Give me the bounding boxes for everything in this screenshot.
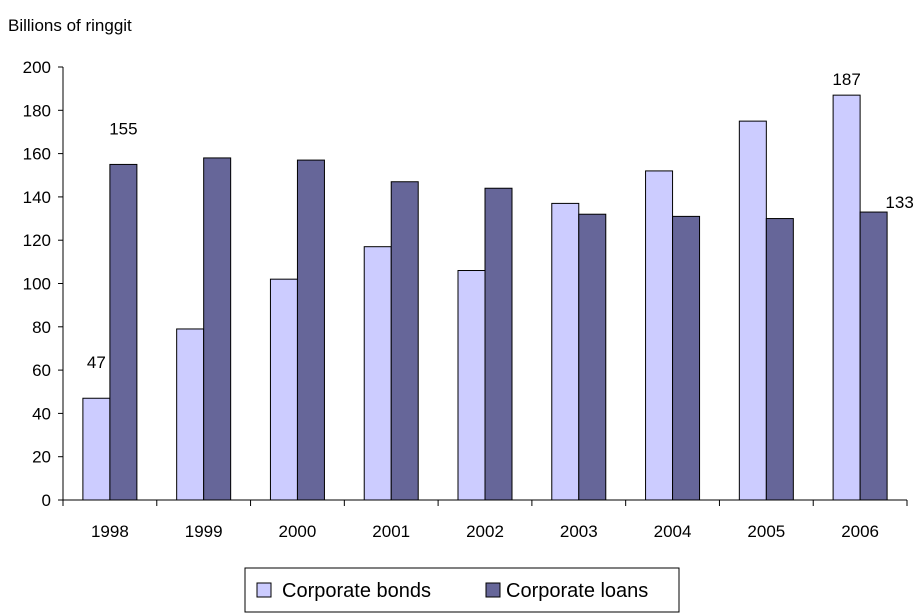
x-tick-label-2002: 2002: [466, 522, 504, 541]
bar-bonds-2002: [457, 270, 486, 501]
bar-loans-2002: [484, 187, 513, 501]
y-axis-label: Billions of ringgit: [8, 16, 132, 35]
y-tick-label: 40: [32, 404, 51, 423]
legend: Corporate bonds Corporate loans: [244, 567, 680, 613]
bars-layer: [82, 94, 888, 501]
legend-swatch-loans: [485, 582, 501, 598]
x-tick-label-2004: 2004: [654, 522, 692, 541]
legend-box: [244, 567, 680, 613]
bar-bonds-2004: [645, 170, 674, 501]
data-label-bonds-2006: 187: [832, 70, 860, 89]
bar-loans-1998: [109, 163, 138, 501]
bar-loans-2006: [859, 211, 888, 501]
y-tick-label: 60: [32, 361, 51, 380]
bar-loans-2004: [672, 215, 701, 501]
bar-bonds-2003: [551, 202, 580, 501]
y-tick-label: 180: [23, 101, 51, 120]
bar-bonds-2006: [832, 94, 861, 501]
y-tick-label: 140: [23, 188, 51, 207]
x-tick-label-2001: 2001: [372, 522, 410, 541]
bar-loans-2000: [296, 159, 325, 501]
bar-bonds-2005: [738, 120, 767, 501]
bar-loans-2001: [390, 181, 419, 501]
y-tick-label: 200: [23, 58, 51, 77]
bar-bonds-1999: [176, 328, 205, 501]
data-labels-layer: 47 155 187 133: [87, 70, 914, 372]
x-tick-label-2003: 2003: [560, 522, 598, 541]
y-tick-label: 0: [42, 491, 51, 510]
y-tick-label: 160: [23, 145, 51, 164]
x-tick-label-2000: 2000: [279, 522, 317, 541]
y-tick-label: 120: [23, 231, 51, 250]
data-label-loans-2006: 133: [885, 193, 913, 212]
data-label-bonds-1998: 47: [87, 353, 106, 372]
y-tick-label: 20: [32, 448, 51, 467]
bar-bonds-2000: [269, 278, 298, 501]
legend-swatch-bonds: [256, 582, 272, 598]
x-tick-label-1998: 1998: [91, 522, 129, 541]
legend-label-bonds: Corporate bonds: [282, 580, 431, 602]
x-tick-label-1999: 1999: [185, 522, 223, 541]
data-label-loans-1998: 155: [109, 119, 137, 138]
y-tick-label: 100: [23, 275, 51, 294]
bar-loans-1999: [203, 157, 232, 501]
bar-loans-2003: [578, 213, 607, 501]
y-tick-label: 80: [32, 318, 51, 337]
bar-bonds-2001: [363, 246, 392, 501]
legend-label-loans: Corporate loans: [506, 580, 648, 602]
bar-bonds-1998: [82, 397, 111, 501]
x-tick-label-2006: 2006: [841, 522, 879, 541]
x-tick-label-2005: 2005: [747, 522, 785, 541]
axes: 0 20 40 60 80 100 120 140 160 180 200 1998 1999 2000 2…: [23, 58, 908, 541]
bar-loans-2005: [765, 218, 794, 501]
